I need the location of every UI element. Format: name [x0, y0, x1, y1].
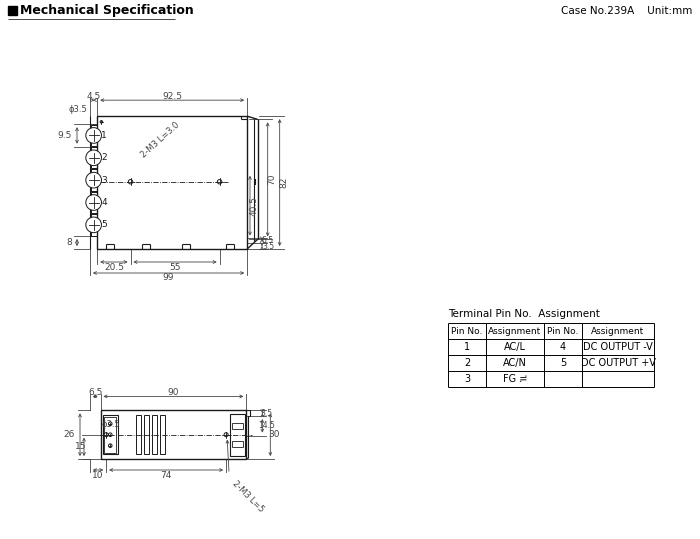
Text: 82: 82 — [279, 177, 288, 188]
Text: 4: 4 — [102, 198, 107, 207]
Bar — [232, 423, 243, 429]
Text: 92.5: 92.5 — [162, 92, 182, 101]
Text: 2-M3 L=3.0: 2-M3 L=3.0 — [139, 121, 181, 160]
Circle shape — [108, 444, 112, 447]
Circle shape — [108, 422, 112, 425]
Text: 30: 30 — [269, 430, 280, 439]
Text: 90: 90 — [168, 388, 179, 397]
Text: 1: 1 — [102, 131, 107, 140]
Bar — [104, 417, 116, 453]
Text: 40.5: 40.5 — [249, 196, 258, 216]
Circle shape — [86, 195, 101, 210]
Text: 4.5: 4.5 — [87, 92, 101, 101]
Bar — [230, 413, 245, 456]
Text: 6.5: 6.5 — [262, 237, 274, 245]
Circle shape — [86, 128, 101, 143]
Text: Assignment: Assignment — [489, 327, 542, 335]
Circle shape — [86, 172, 101, 188]
Bar — [8, 6, 17, 15]
Text: 3: 3 — [464, 374, 470, 384]
Text: 4: 4 — [560, 342, 566, 352]
Text: 74: 74 — [160, 471, 172, 480]
Circle shape — [86, 150, 101, 165]
Circle shape — [218, 179, 222, 184]
Text: 3.5: 3.5 — [262, 241, 274, 251]
Bar — [160, 415, 164, 454]
Text: AC/N: AC/N — [503, 358, 527, 368]
Text: 14.5: 14.5 — [258, 421, 275, 430]
Text: 10: 10 — [92, 471, 104, 480]
Circle shape — [86, 217, 101, 233]
Text: Terminal Pin No.  Assignment: Terminal Pin No. Assignment — [448, 309, 600, 319]
Text: 8: 8 — [66, 238, 72, 247]
Text: Case No.239A    Unit:mm: Case No.239A Unit:mm — [561, 5, 692, 16]
Text: 2: 2 — [464, 358, 470, 368]
Text: ϕ3.5: ϕ3.5 — [69, 105, 87, 114]
Text: 5: 5 — [102, 220, 107, 230]
Text: 20.5: 20.5 — [104, 262, 124, 272]
Text: ϕ3.5: ϕ3.5 — [102, 420, 120, 429]
Text: Mechanical Specification: Mechanical Specification — [20, 4, 194, 17]
Bar — [90, 169, 97, 191]
Bar — [90, 214, 97, 236]
Text: 26: 26 — [64, 430, 75, 439]
Text: 2-M3 L=5: 2-M3 L=5 — [231, 479, 266, 514]
Bar — [144, 415, 148, 454]
Text: 3.5: 3.5 — [260, 409, 272, 418]
Text: 15: 15 — [74, 443, 86, 451]
Circle shape — [100, 121, 103, 123]
Bar — [136, 415, 141, 454]
Text: Assignment: Assignment — [592, 327, 645, 335]
Circle shape — [108, 433, 112, 437]
Bar — [90, 125, 97, 146]
Text: 1: 1 — [464, 342, 470, 352]
Text: Pin No.: Pin No. — [452, 327, 483, 335]
Text: 55: 55 — [169, 262, 181, 272]
Text: FG ≓: FG ≓ — [503, 374, 527, 384]
Bar — [101, 410, 246, 459]
Bar — [97, 116, 247, 249]
Text: 6.5: 6.5 — [88, 388, 102, 397]
Bar — [103, 415, 118, 454]
Text: Pin No.: Pin No. — [547, 327, 579, 335]
Text: 99: 99 — [163, 273, 174, 282]
Bar — [152, 415, 157, 454]
Circle shape — [224, 433, 228, 437]
Text: 9.5: 9.5 — [57, 131, 72, 140]
Text: DC OUTPUT -V: DC OUTPUT -V — [583, 342, 653, 352]
Text: DC OUTPUT +V: DC OUTPUT +V — [580, 358, 655, 368]
Text: AC/L: AC/L — [504, 342, 526, 352]
Bar — [232, 441, 243, 447]
Text: 70: 70 — [267, 174, 276, 185]
Text: 5: 5 — [560, 358, 566, 368]
Circle shape — [128, 179, 133, 184]
Circle shape — [104, 433, 108, 437]
Text: 3: 3 — [102, 176, 107, 185]
Bar — [90, 192, 97, 213]
Bar — [90, 147, 97, 169]
Text: 2: 2 — [102, 153, 107, 162]
